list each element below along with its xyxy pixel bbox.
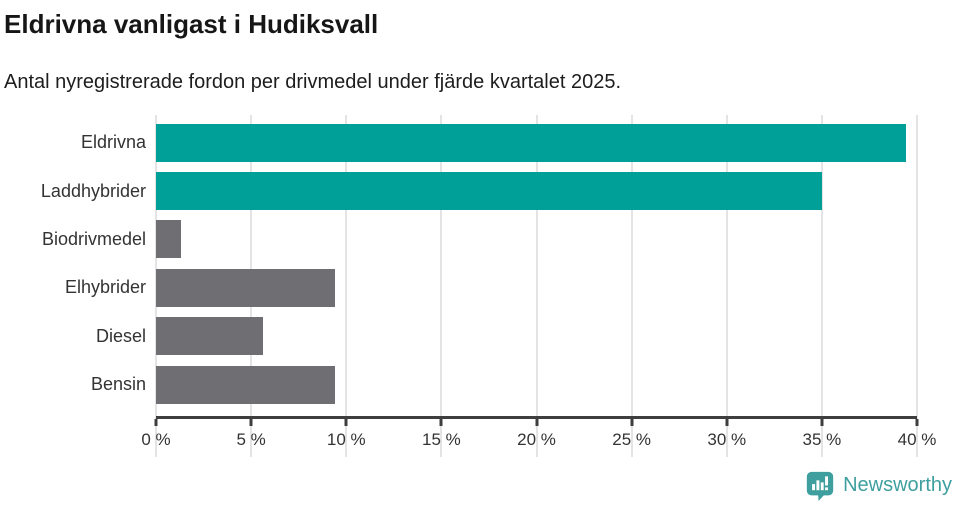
axis-tick-label: 25 % [612,429,651,449]
bar-biodrivmedel [156,220,181,259]
category-label: Laddhybrider [40,180,146,201]
gridline-40 [916,114,918,457]
bar-eldrivna [156,123,906,162]
bar-track [156,220,917,259]
axis-tick-label: 30 % [707,429,747,449]
gridline-15 [440,114,443,457]
gridline-20 [535,114,538,457]
category-label: Eldrivna [80,132,146,153]
bar-row: Bensin [4,360,917,408]
axis-tick-label: 15 % [422,429,461,449]
gridline-35 [820,114,823,457]
category-label: Biodrivmedel [41,228,146,249]
category-label: Elhybrider [64,277,146,298]
axis-tick-25 [630,418,634,426]
bar-diesel [156,317,263,356]
bar-chart: Eldrivna Laddhybrider Biodrivmedel Elhybrid… [4,114,936,457]
axis-tick-35 [820,418,824,426]
bar-track [156,317,917,356]
axis-tick-label: 10 % [326,429,366,449]
bar-row: Diesel [4,312,917,360]
axis-tick-0 [154,418,158,426]
axis-tick-30 [725,418,729,426]
bar-bensin [156,365,335,404]
axis-tick-label: 5 % [236,429,266,449]
chart-title: Eldrivna vanligast i Hudiksvall [4,9,379,39]
bar-row: Eldrivna [4,119,917,167]
bar-laddhybrider [156,172,822,211]
axis-tick-20 [535,418,538,426]
newsworthy-logo: Newsworthy [804,469,952,502]
bar-row: Elhybrider [4,264,917,312]
bar-track [156,268,917,307]
axis-tick-5 [249,418,253,426]
bar-row: Laddhybrider [4,167,917,215]
bar-track [156,365,917,404]
category-label: Diesel [95,325,146,346]
axis-tick-15 [439,418,443,426]
chart-bars: Eldrivna Laddhybrider Biodrivmedel Elhybrid… [4,115,917,413]
bar-track [156,123,917,162]
axis-tick-40 [915,418,919,426]
axis-tick-label: 40 % [897,429,937,449]
newsworthy-logo-text: Newsworthy [843,474,952,496]
newsworthy-logo-icon [806,471,834,502]
gridline-30 [725,114,728,457]
bar-track [156,172,917,211]
axis-tick-label: 20 % [517,429,556,449]
gridline-25 [630,114,633,457]
axis-tick-label: 35 % [802,429,842,449]
axis-tick-10 [344,418,348,426]
x-axis: 0 % 5 % 10 % 15 % 20 % 25 % 30 % 35 % 40 % [141,415,936,457]
chart-subtitle: Antal nyregistrerade fordon per drivmede… [4,70,622,93]
axis-tick-label: 0 % [141,429,171,449]
category-label: Bensin [90,374,146,395]
bar-elhybrider [156,268,335,307]
bar-row: Biodrivmedel [4,215,917,263]
gridline-10 [345,114,348,457]
